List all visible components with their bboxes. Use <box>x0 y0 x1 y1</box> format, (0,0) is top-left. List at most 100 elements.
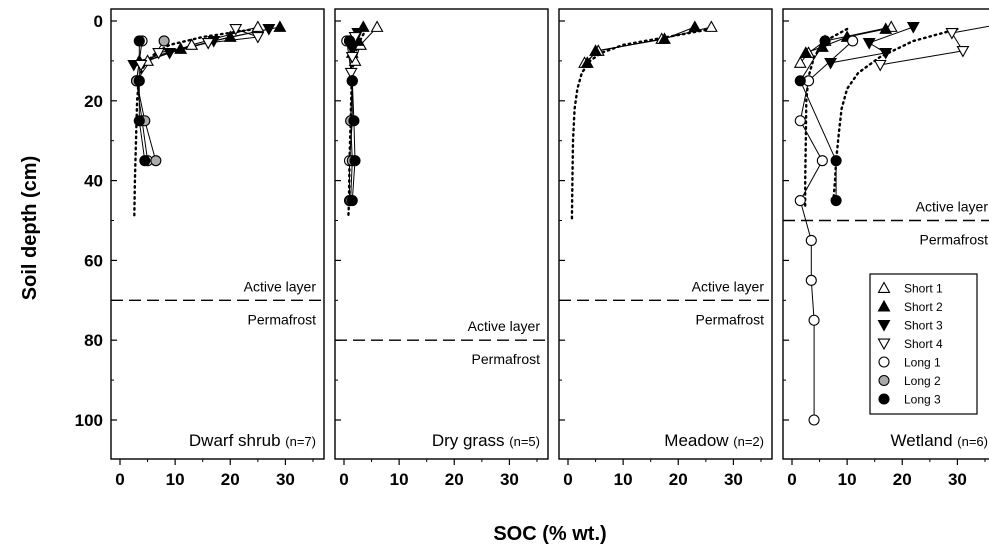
fit-curve-1 <box>832 27 959 202</box>
point-long-3 <box>794 75 806 87</box>
x-tick-label: 10 <box>166 470 185 489</box>
point-long-3 <box>133 35 145 47</box>
x-tick-label: 10 <box>614 470 633 489</box>
point-long-3 <box>830 155 842 167</box>
panel-frame <box>558 8 773 460</box>
series-line-short-1 <box>799 26 892 64</box>
point-short-4 <box>251 32 265 44</box>
series-line-short-4 <box>880 25 989 66</box>
point-short-3 <box>862 37 876 50</box>
point-short-3 <box>879 47 893 60</box>
point-long-1 <box>794 195 806 207</box>
panel-title: Dwarf shrub (n=7) <box>189 431 316 450</box>
panel-frame <box>334 8 549 460</box>
panel-title-n: (n=2) <box>733 434 764 449</box>
x-tick-label: 30 <box>948 470 967 489</box>
point-long-1 <box>794 115 806 127</box>
point-long-1 <box>847 35 859 47</box>
legend-marker-short-3 <box>877 320 891 332</box>
panel-title-name: Meadow <box>664 431 733 450</box>
panel-title-n: (n=5) <box>509 434 540 449</box>
fit-curve-1 <box>133 27 257 218</box>
x-tick-label: 20 <box>445 470 464 489</box>
point-short-2 <box>879 22 893 34</box>
y-tick-label: 20 <box>84 92 103 111</box>
point-long-3 <box>819 35 831 47</box>
panel-title-name: Wetland <box>891 431 958 450</box>
x-axis-title: SOC (% wt.) <box>493 523 606 545</box>
series-line-short-2 <box>805 28 886 54</box>
active-layer-label: Active layer <box>468 318 541 334</box>
panel-frame <box>782 8 989 460</box>
point-long-2 <box>158 35 170 47</box>
point-long-3 <box>349 155 361 167</box>
legend-label-short-2: Short 2 <box>904 300 943 314</box>
panel-wetland: 0 10 20 30 Active layer Permafrost Wetland (n=… <box>782 8 989 489</box>
legend-label-short-4: Short 4 <box>904 337 943 351</box>
y-axis-title: Soil depth (cm) <box>19 156 41 300</box>
series-line-short-4 <box>140 28 258 66</box>
point-short-4 <box>134 59 148 72</box>
series-line-short-2 <box>586 26 695 64</box>
y-tick-label: 100 <box>75 411 103 430</box>
series-line-short-3 <box>830 26 914 64</box>
permafrost-label: Permafrost <box>248 311 317 327</box>
legend-label-long-3: Long 3 <box>904 393 941 407</box>
y-tick-label: 40 <box>84 172 103 191</box>
point-short-2 <box>174 42 188 54</box>
point-long-3 <box>346 195 358 207</box>
fit-curve-1 <box>570 27 713 222</box>
active-layer-label: Active layer <box>916 199 989 215</box>
legend-marker-short-2 <box>877 299 891 312</box>
point-long-1 <box>808 414 820 426</box>
point-long-1 <box>805 234 817 246</box>
permafrost-label: Permafrost <box>920 232 989 248</box>
legend: Short 1 Short 2 Short 3 Short 4 Long 1 Long 2… <box>869 273 978 415</box>
panel-title-n: (n=6) <box>957 434 988 449</box>
point-long-3 <box>139 155 151 167</box>
legend-marker-short-1 <box>877 281 891 293</box>
panel-title-name: Dwarf shrub <box>189 431 285 450</box>
legend-marker-long-3 <box>878 393 890 405</box>
permafrost-label: Permafrost <box>472 351 541 367</box>
point-long-2 <box>150 155 162 167</box>
x-tick-label: 30 <box>724 470 743 489</box>
legend-box <box>869 273 978 415</box>
panel-title: Dry grass (n=5) <box>432 431 540 450</box>
x-tick-label: 0 <box>115 470 124 489</box>
panel-title-n: (n=7) <box>285 434 316 449</box>
panel-title: Wetland (n=6) <box>891 431 989 450</box>
y-tick-label: 80 <box>84 331 103 350</box>
point-short-1 <box>704 20 718 32</box>
active-layer-label: Active layer <box>692 278 765 294</box>
point-short-1 <box>793 56 807 68</box>
point-short-1 <box>185 38 199 50</box>
point-short-2 <box>799 46 813 58</box>
point-short-4 <box>229 24 243 36</box>
x-tick-label: 30 <box>500 470 519 489</box>
legend-marker-long-2 <box>878 374 890 387</box>
point-long-3 <box>830 195 842 207</box>
y-tick-label: 0 <box>94 12 103 31</box>
panel-title: Meadow (n=2) <box>664 431 764 450</box>
point-long-3 <box>133 115 145 127</box>
panel-title-name: Dry grass <box>432 431 509 450</box>
series-line-short-3 <box>133 28 270 66</box>
panel-dry-grass: 0 10 20 30 Active layer Permafrost Dry grass (… <box>334 8 549 489</box>
point-short-3 <box>824 57 838 70</box>
point-short-1 <box>370 20 384 32</box>
point-short-4 <box>945 28 959 40</box>
legend-label-long-2: Long 2 <box>904 374 941 388</box>
point-long-3 <box>343 35 356 47</box>
x-tick-label: 10 <box>838 470 857 489</box>
y-tick-label: 60 <box>84 251 103 270</box>
point-short-2 <box>223 30 237 42</box>
point-short-4 <box>345 51 359 64</box>
x-tick-label: 0 <box>563 470 572 489</box>
point-short-2 <box>658 32 671 44</box>
point-short-3 <box>906 22 920 34</box>
x-tick-label: 30 <box>276 470 295 489</box>
point-short-3 <box>163 47 177 60</box>
point-short-2 <box>688 20 702 32</box>
